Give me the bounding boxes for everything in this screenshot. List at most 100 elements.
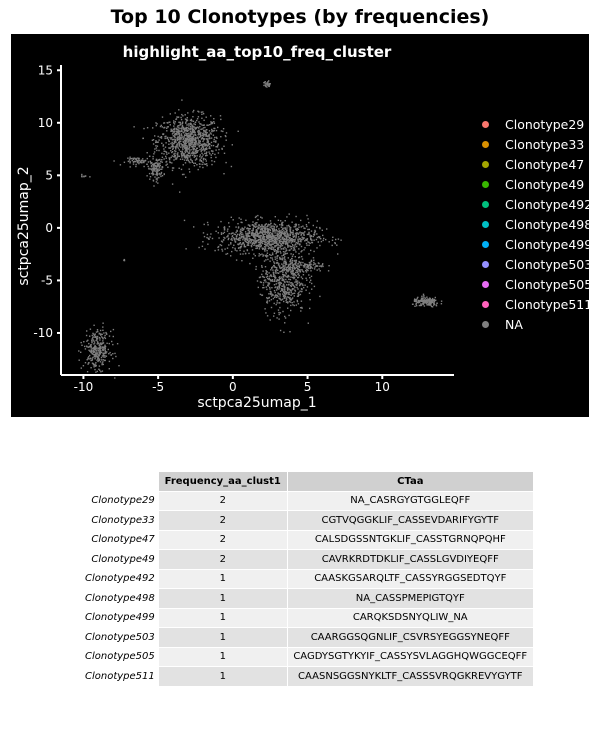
data-point [295,237,297,239]
data-point [142,160,144,162]
data-point [295,259,298,262]
data-point [284,251,286,253]
data-point [283,231,286,233]
data-point [102,342,105,344]
data-point [257,286,259,289]
data-point [187,127,190,129]
data-point [153,164,156,166]
data-point [152,170,154,172]
data-point [89,358,91,360]
data-point [93,348,96,350]
data-point [285,299,287,302]
data-point [414,298,416,300]
data-point [165,164,167,166]
data-point [428,299,431,301]
data-point [213,118,215,120]
data-point [81,176,83,178]
data-point [104,334,106,337]
data-point [195,157,198,159]
data-point [308,232,310,235]
data-point [281,289,283,291]
data-point [191,160,193,162]
data-point [211,150,213,152]
data-point [281,257,284,259]
data-point [193,134,195,136]
data-point [92,349,95,352]
data-point [277,262,279,264]
data-point [204,148,207,150]
data-point [95,355,98,357]
data-point [211,130,213,133]
data-point [201,117,203,119]
data-point [284,294,286,296]
data-point [172,128,174,130]
data-point [278,287,281,289]
data-point [260,235,263,237]
data-point [282,251,285,253]
data-point [260,225,262,228]
data-point [96,335,99,338]
data-point [292,274,294,276]
data-point [288,275,290,277]
data-point [95,349,97,352]
data-point [194,132,196,134]
data-point [155,141,158,143]
data-point [240,230,242,233]
data-point [155,141,157,144]
data-point [331,239,334,241]
data-point [272,237,275,239]
data-point [289,301,292,303]
data-point [318,236,320,238]
data-point [255,268,257,270]
data-point [179,138,182,140]
data-point [181,158,184,160]
data-point [174,152,176,154]
data-point [238,247,240,249]
data-point [430,302,432,304]
data-point [223,152,226,154]
data-point [214,127,216,130]
data-point [294,224,296,226]
data-point [249,239,251,241]
data-point [340,239,342,241]
data-point [282,273,284,276]
data-point [306,244,308,246]
data-point [182,147,184,149]
data-point [172,147,174,150]
data-point [431,301,433,304]
data-point [101,349,104,351]
data-point [279,256,281,259]
data-point [180,134,182,136]
data-point [210,144,213,147]
data-point [173,153,175,155]
data-point [265,276,268,278]
data-point [268,272,270,274]
data-point [168,152,170,154]
data-point [210,137,213,139]
data-point [259,244,261,246]
data-point [176,134,178,136]
data-point [93,333,95,336]
data-point [187,135,189,137]
data-point [178,109,180,111]
data-point [81,344,83,346]
data-point [223,236,225,239]
data-point [211,160,213,162]
data-point [221,148,223,150]
data-point [259,281,262,283]
data-point [93,351,96,353]
data-point [179,121,182,124]
data-point [135,159,138,161]
data-point [101,355,103,357]
data-point [264,229,266,231]
data-point [135,158,137,160]
data-point [184,150,186,152]
data-point [281,248,283,250]
data-point [90,351,93,353]
data-point [434,299,436,302]
data-point [189,156,191,158]
data-point [196,142,198,144]
data-point [280,270,282,273]
data-point [270,246,272,249]
data-point [256,229,258,231]
